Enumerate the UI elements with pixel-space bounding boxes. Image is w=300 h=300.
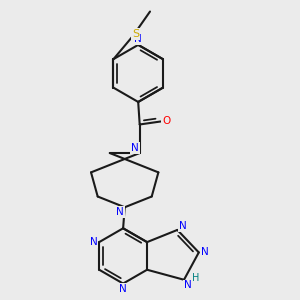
- Text: N: N: [179, 221, 187, 231]
- Text: N: N: [90, 237, 98, 247]
- Text: N: N: [116, 207, 124, 217]
- Text: O: O: [162, 116, 170, 127]
- Text: S: S: [132, 29, 139, 39]
- Text: N: N: [131, 143, 139, 153]
- Text: H: H: [192, 273, 200, 283]
- Text: N: N: [184, 280, 192, 290]
- Text: N: N: [201, 248, 209, 257]
- Text: N: N: [119, 284, 127, 294]
- Text: N: N: [134, 34, 142, 44]
